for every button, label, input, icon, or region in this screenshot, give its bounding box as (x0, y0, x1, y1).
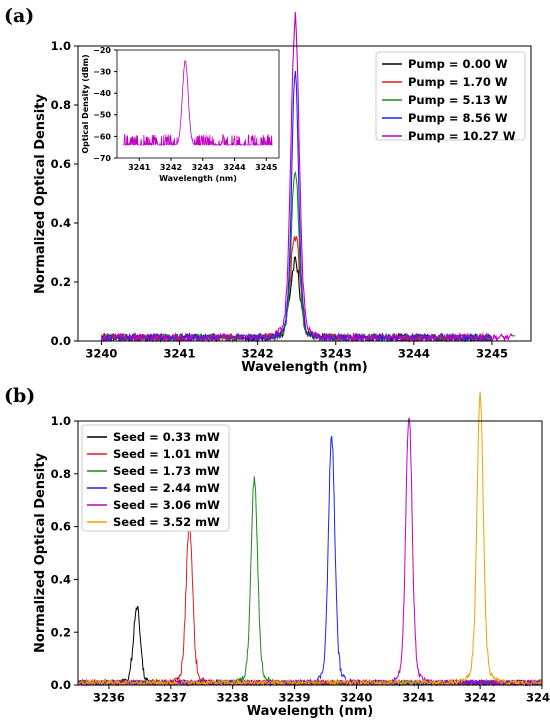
panel-b-legend-entry: Seed = 0.33 mW (113, 430, 220, 444)
inset-y-ticks: −20 −30 −40 −50 −60 −70 (93, 46, 117, 163)
panel-a-x-tick-label: 3243 (320, 347, 352, 361)
panel-a-y-tick-label: 1.0 (51, 39, 71, 53)
panel-a-y-tick-label: 0.2 (51, 275, 71, 289)
panel-b-frame (77, 420, 543, 686)
panel-a-y-tick-label: 0.6 (51, 157, 71, 171)
panel-a-legend-entry: Pump = 1.70 W (408, 75, 508, 89)
panel-a-legend-entry: Pump = 0.00 W (408, 57, 508, 71)
inset-y-tick-label: −30 (93, 67, 111, 76)
panel-a-x-tick-label: 3245 (476, 347, 508, 361)
panel-b-y-tick-label: 0.6 (51, 520, 71, 534)
panel-a-y-tick-label: 0.8 (51, 98, 71, 112)
panel-a-y-ticks: 0.0 0.2 0.4 0.6 0.8 1.0 (51, 39, 78, 348)
panel-b-y-tick-label: 1.0 (51, 414, 71, 428)
panel-a-legend: Pump = 0.00 W Pump = 1.70 W Pump = 5.13 W P… (375, 51, 526, 143)
panel-b-label: (b) (4, 385, 35, 407)
inset-y-tick-label: −60 (93, 132, 111, 141)
panel-a-x-tick-label: 3240 (85, 347, 117, 361)
panel-a-inset: 3241 3242 3243 3244 3245 −20−30−40−50−60−70 … (81, 46, 280, 183)
panel-a-plot: 3240 3241 3242 3243 3244 3245 0.0 0.2 0.4 0.6 0.8… (33, 12, 532, 375)
panel-a-series-line (100, 170, 492, 343)
panel-b-x-tick-label: 3240 (340, 691, 372, 705)
panel-b-legend-entry: Seed = 3.52 mW (113, 515, 220, 529)
panel-b-legend-box (81, 424, 230, 532)
panel-a-legend-box (375, 51, 526, 141)
panel-b-legend-entry: Seed = 1.01 mW (113, 447, 220, 461)
inset-x-tick-label: 3243 (192, 163, 214, 172)
panel-b-x-axis-label: Wavelength (nm) (247, 704, 373, 719)
inset-y-tick-label: −40 (93, 89, 111, 98)
panel-b-x-tick-label: 3239 (279, 691, 311, 705)
panel-b-legend-entry: Seed = 2.44 mW (113, 481, 220, 495)
panel-a-legend-entry: Pump = 10.27 W (408, 129, 516, 143)
panel-b-x-tick-label: 3241 (402, 691, 434, 705)
inset-series-line (123, 60, 273, 147)
panel-a-legend-entry: Pump = 8.56 W (408, 111, 508, 125)
panel-a-x-tick-label: 3241 (164, 347, 196, 361)
inset-y-axis-label: Optical Density (dBm) (81, 54, 90, 153)
inset-x-axis-label: Wavelength (nm) (159, 174, 237, 183)
inset-y-tick-label: −50 (93, 111, 111, 120)
panel-b-legend-entry: Seed = 3.06 mW (113, 498, 220, 512)
panel-b-series (77, 391, 542, 687)
panel-a-x-ticks: 3240 3241 3242 3243 3244 3245 (85, 341, 508, 361)
panel-a-series-line (101, 12, 515, 343)
panel-b-x-tick-label: 3238 (217, 691, 249, 705)
panel-b-plot: 32363237323832393240324132423243 0.00.20… (33, 391, 550, 719)
inset-frame (116, 49, 280, 159)
panel-b-y-tick-label: 0.4 (51, 573, 71, 587)
panel-b-x-tick-label: 3242 (464, 691, 496, 705)
panel-b-x-tick-label: 3243 (526, 691, 550, 705)
panel-a-x-tick-label: 3242 (242, 347, 274, 361)
panel-b-x-tick-label: 3237 (155, 691, 187, 705)
inset-x-tick-label: 3244 (223, 163, 246, 172)
inset-series (123, 60, 273, 147)
panel-a-x-axis-label: Wavelength (nm) (241, 360, 367, 375)
panel-a-frame (77, 45, 532, 342)
panel-a-label: (a) (4, 5, 34, 27)
panel-b-y-tick-label: 0.8 (51, 467, 71, 481)
inset-x-tick-label: 3241 (128, 163, 151, 172)
panel-b-series-line (77, 391, 542, 687)
inset-x-tick-label: 3245 (255, 163, 278, 172)
panel-a-legend-entry: Pump = 5.13 W (408, 93, 508, 107)
panel-b-legend-entry: Seed = 1.73 mW (113, 464, 220, 478)
inset-y-tick-label: −70 (93, 154, 111, 163)
panel-a-y-tick-label: 0.0 (51, 334, 71, 348)
inset-x-tick-label: 3242 (160, 163, 182, 172)
panel-b-y-ticks: 0.0 0.2 0.4 0.6 0.8 1.0 (51, 414, 78, 692)
inset-y-tick-label: −20 (93, 46, 111, 55)
panel-b-y-tick-label: 0.0 (51, 678, 71, 692)
panel-b-series-line (77, 605, 542, 687)
panel-b-x-tick-label: 3236 (93, 691, 125, 705)
panel-b-y-axis-label: Normalized Optical Density (33, 453, 48, 653)
panel-a-series-line (100, 256, 492, 343)
panel-b-x-ticks: 3236 3237 3238 3239 3240 3241 3242 3243 (93, 685, 550, 705)
panel-a-series (100, 12, 515, 343)
panel-a-y-tick-label: 0.4 (51, 216, 71, 230)
panel-a-x-tick-label: 3244 (398, 347, 430, 361)
inset-x-ticks: 3241 3242 3243 3244 3245 (128, 158, 278, 172)
panel-a-series-line (100, 236, 492, 343)
panel-b-legend: Seed = 0.33 mW Seed = 1.01 mW Seed = 1.73 … (81, 424, 230, 532)
panel-b-y-tick-label: 0.2 (51, 625, 71, 639)
panel-a-y-axis-label: Normalized Optical Density (33, 94, 48, 294)
